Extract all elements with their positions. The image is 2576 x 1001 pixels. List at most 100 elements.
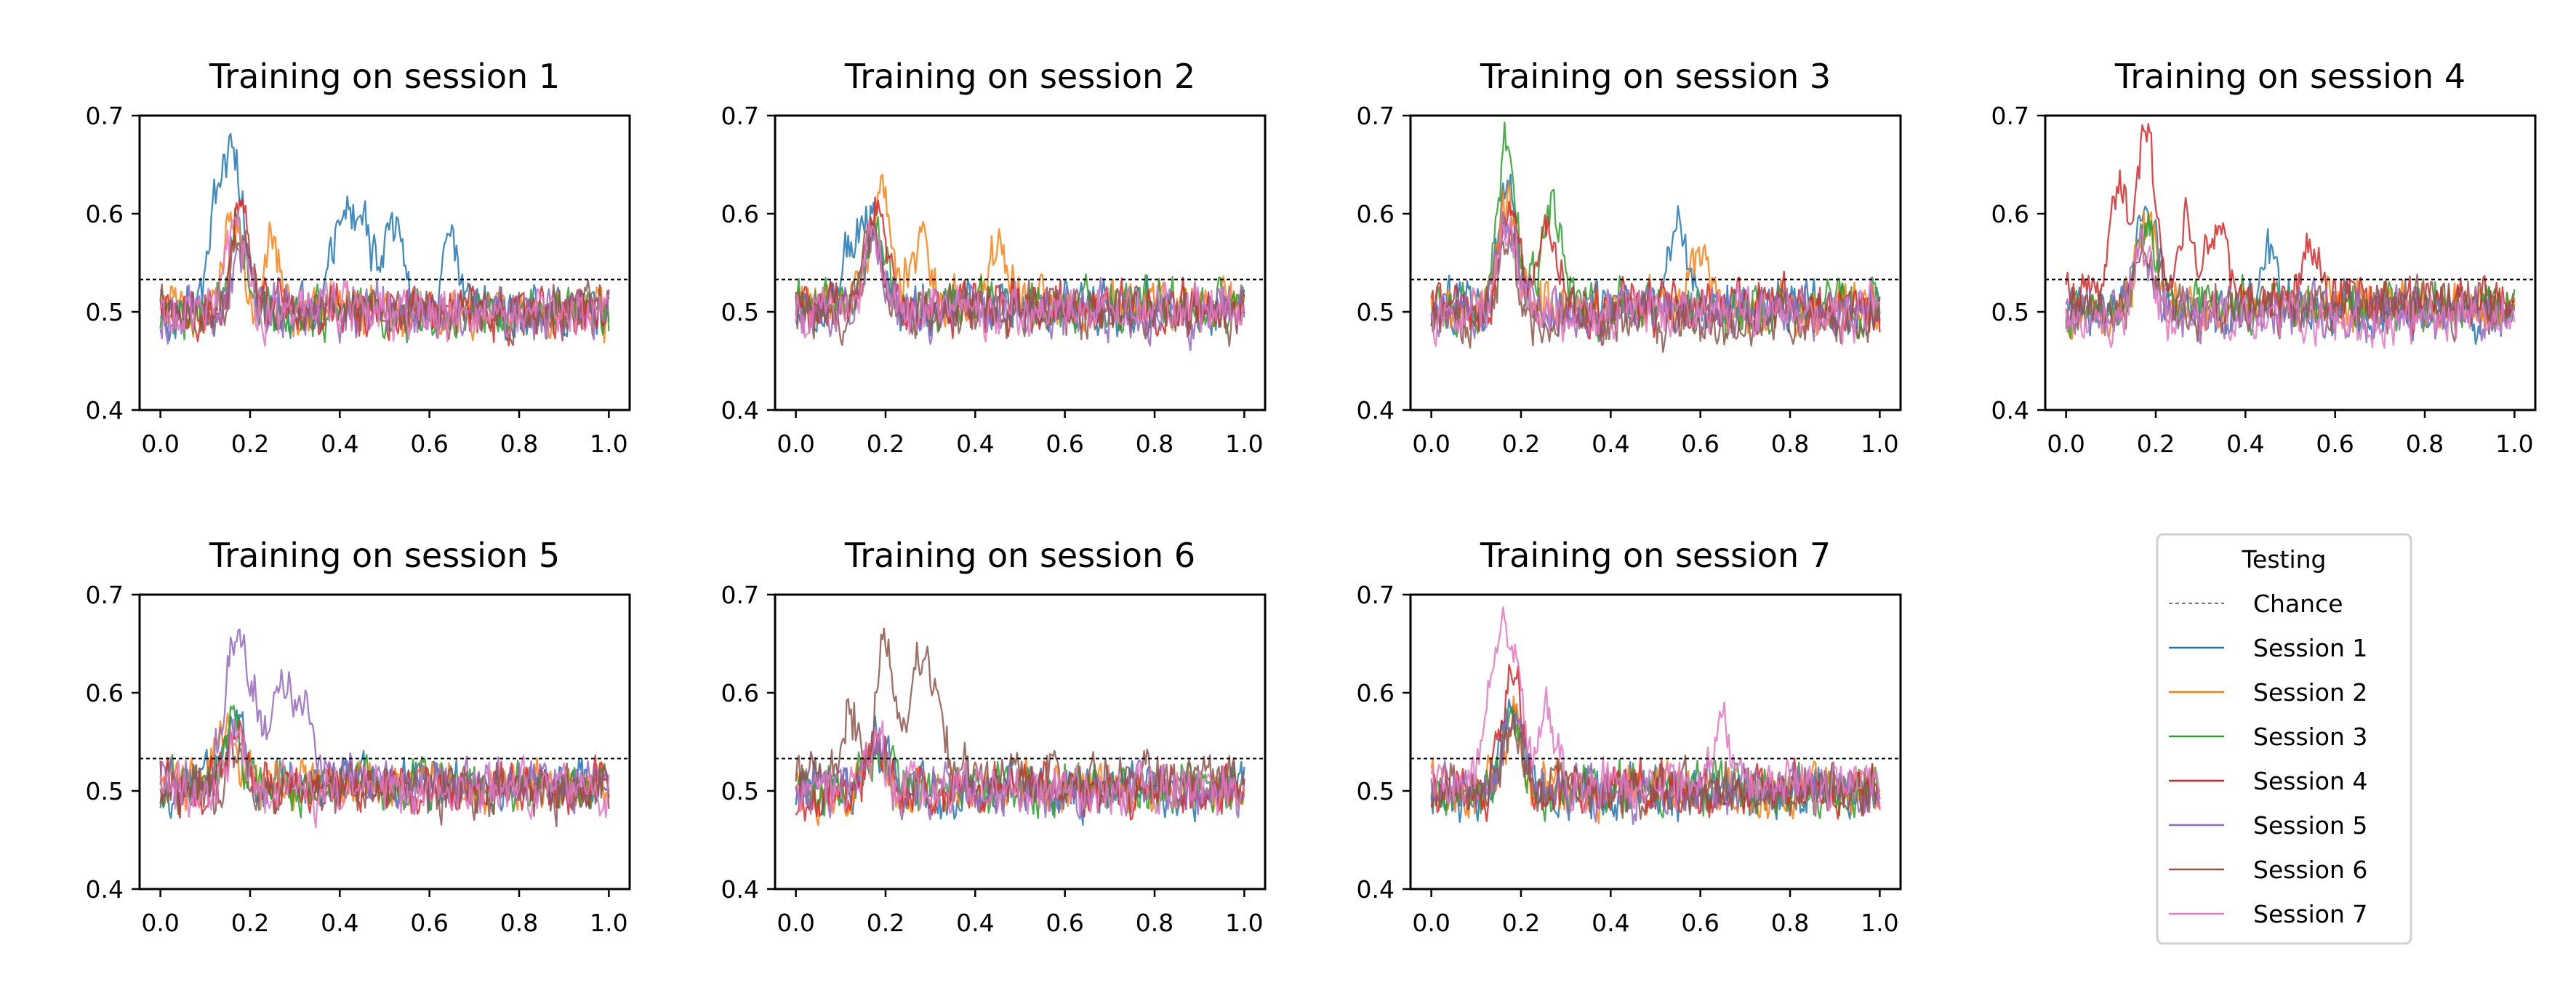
- x-tick-label: 0.4: [2226, 430, 2264, 458]
- x-tick-label: 1.0: [1861, 909, 1898, 937]
- x-tick-label: 0.8: [1136, 909, 1173, 937]
- panel-title: Training on session 5: [209, 536, 560, 575]
- x-tick-label: 1.0: [1225, 430, 1263, 458]
- series-line-session-1: [159, 132, 610, 342]
- panel-4: Training on session 4 0.4 0.5 0.6 0.7 0.0 0.2 0…: [1991, 57, 2537, 458]
- x-tick-label: 0.2: [231, 909, 269, 937]
- y-tick-label: 0.4: [1357, 396, 1395, 425]
- x-tick-label: 0.6: [410, 430, 448, 458]
- panel-title: Training on session 2: [844, 57, 1195, 96]
- y-tick-label: 0.7: [721, 581, 759, 609]
- panel-title: Training on session 7: [1480, 536, 1831, 575]
- y-tick-label: 0.5: [1357, 298, 1395, 326]
- series-line-session-7: [1430, 217, 1881, 347]
- series-line-session-4: [159, 198, 610, 347]
- series-line-session-7: [1430, 606, 1881, 815]
- panel-6: Training on session 6 0.4 0.5 0.6 0.7 0.0 0.2 0…: [721, 536, 1267, 937]
- x-tick-label: 0.4: [321, 430, 358, 458]
- axes-frame: [1409, 593, 1902, 891]
- y-tick-label: 0.5: [721, 777, 759, 805]
- axes-frame: [138, 114, 631, 411]
- panel-title: Training on session 1: [209, 57, 560, 96]
- series-line-session-6: [1430, 221, 1881, 353]
- series-line-session-7: [795, 220, 1245, 342]
- x-tick-label: 0.0: [141, 909, 179, 937]
- x-tick-label: 0.0: [777, 430, 814, 458]
- x-tick-label: 0.6: [1046, 909, 1083, 937]
- y-tick-label: 0.7: [1991, 102, 2029, 130]
- x-tick-label: 0.0: [1412, 909, 1450, 937]
- x-tick-label: 0.2: [231, 430, 269, 458]
- y-tick-label: 0.6: [86, 679, 124, 707]
- y-tick-label: 0.5: [1991, 298, 2029, 326]
- x-tick-label: 0.4: [1592, 430, 1629, 458]
- x-tick-label: 0.2: [867, 430, 904, 458]
- x-tick-label: 0.8: [2406, 430, 2444, 458]
- legend: Testing Chance Session 1 Session 2 Session 3…: [2156, 533, 2412, 945]
- series-line-session-7: [795, 720, 1245, 816]
- x-tick-label: 0.8: [1771, 909, 1809, 937]
- x-tick-label: 1.0: [2495, 430, 2533, 458]
- axes-frame: [774, 593, 1267, 891]
- legend-label: Session 2: [2253, 678, 2367, 707]
- panel-title: Training on session 6: [844, 536, 1195, 575]
- panel-title: Training on session 4: [2114, 57, 2465, 96]
- axes-frame: [1409, 114, 1902, 411]
- x-tick-label: 0.4: [956, 430, 994, 458]
- y-tick-label: 0.7: [86, 581, 124, 609]
- x-tick-label: 0.4: [1592, 909, 1629, 937]
- x-tick-label: 0.8: [1771, 430, 1809, 458]
- x-tick-label: 0.0: [141, 430, 179, 458]
- panel-2: Training on session 2 0.4 0.5 0.6 0.7 0.0 0.2 0…: [721, 57, 1267, 458]
- legend-frame: [2156, 533, 2412, 945]
- y-tick-label: 0.5: [86, 777, 124, 805]
- y-tick-label: 0.6: [721, 679, 759, 707]
- legend-label: Session 4: [2253, 767, 2367, 795]
- legend-label: Session 3: [2253, 723, 2367, 751]
- series-line-session-6: [1431, 709, 1881, 820]
- x-tick-label: 0.8: [500, 430, 538, 458]
- x-tick-label: 1.0: [1861, 430, 1898, 458]
- y-tick-label: 0.7: [721, 102, 759, 130]
- series-line-session-5: [159, 242, 610, 345]
- y-tick-label: 0.4: [721, 875, 759, 904]
- series-line-session-7: [159, 209, 609, 347]
- x-tick-label: 0.4: [321, 909, 358, 937]
- y-tick-label: 0.7: [1357, 102, 1395, 130]
- x-tick-label: 0.2: [867, 909, 904, 937]
- y-tick-label: 0.7: [1357, 581, 1395, 609]
- x-tick-label: 0.0: [1412, 430, 1450, 458]
- x-tick-label: 0.6: [410, 909, 448, 937]
- y-tick-label: 0.6: [1991, 200, 2029, 228]
- x-tick-label: 0.6: [1681, 909, 1719, 937]
- x-tick-label: 1.0: [590, 430, 627, 458]
- y-tick-label: 0.4: [86, 875, 124, 904]
- x-tick-label: 0.4: [956, 909, 994, 937]
- legend-label: Chance: [2253, 590, 2343, 618]
- y-tick-label: 0.4: [1991, 396, 2029, 425]
- x-tick-label: 1.0: [1225, 909, 1263, 937]
- y-tick-label: 0.6: [1357, 679, 1395, 707]
- legend-label: Session 6: [2253, 856, 2367, 884]
- y-tick-label: 0.4: [721, 396, 759, 425]
- x-tick-label: 0.0: [2047, 430, 2085, 458]
- series-line-session-7: [159, 717, 610, 829]
- axes-frame: [774, 114, 1267, 411]
- panel-title: Training on session 3: [1480, 57, 1831, 96]
- y-tick-label: 0.4: [86, 396, 124, 425]
- x-tick-label: 0.0: [777, 909, 814, 937]
- panel-3: Training on session 3 0.4 0.5 0.6 0.7 0.0 0.2 0…: [1357, 57, 1902, 458]
- x-tick-label: 0.6: [1046, 430, 1083, 458]
- x-tick-label: 0.8: [500, 909, 538, 937]
- y-tick-label: 0.5: [1357, 777, 1395, 805]
- axes-frame: [2044, 114, 2537, 411]
- y-tick-label: 0.6: [86, 200, 124, 228]
- y-tick-label: 0.6: [721, 200, 759, 228]
- x-tick-label: 0.2: [1502, 430, 1540, 458]
- y-tick-label: 0.4: [1357, 875, 1395, 904]
- x-tick-label: 0.2: [2137, 430, 2175, 458]
- y-tick-label: 0.5: [86, 298, 124, 326]
- axes-frame: [138, 593, 631, 891]
- series-line-session-6: [159, 733, 610, 827]
- x-tick-label: 0.2: [1502, 909, 1540, 937]
